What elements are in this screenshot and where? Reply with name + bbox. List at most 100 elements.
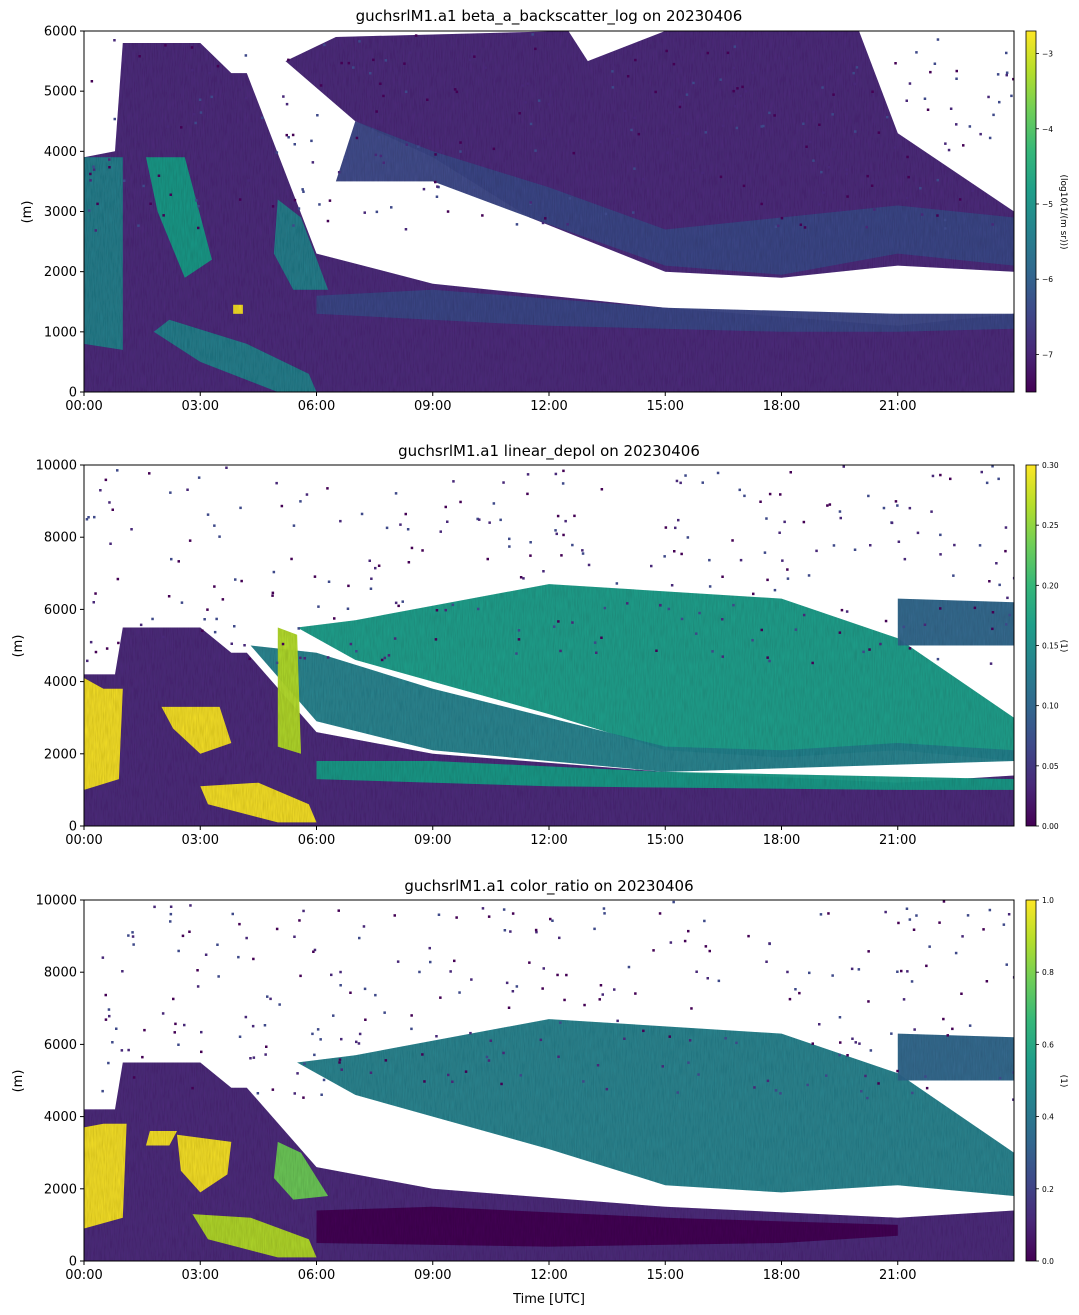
heatmap-cell (690, 1007, 693, 1010)
heatmap-cell (939, 473, 942, 477)
heatmap-cell (998, 100, 1001, 104)
heatmap-cell (180, 601, 184, 604)
heatmap-cell (850, 967, 854, 971)
heatmap-cell (894, 62, 897, 65)
heatmap-cell (605, 1087, 609, 1091)
heatmap-cell (86, 659, 89, 663)
heatmap-cell (549, 94, 552, 97)
heatmap-cell (773, 588, 777, 592)
heatmap-cell (508, 545, 511, 548)
heatmap-cell (611, 86, 615, 89)
heatmap-cell (930, 510, 933, 513)
heatmap-cell (890, 521, 894, 525)
heatmap-cell (860, 1090, 863, 1093)
heatmap-cell (678, 105, 682, 109)
heatmap-cell (132, 1076, 136, 1079)
heatmap-cell (434, 153, 437, 156)
heatmap-region (316, 1206, 898, 1247)
heatmap-cell (127, 1048, 130, 1052)
heatmap-cell (354, 38, 358, 41)
heatmap-cell (470, 978, 473, 981)
heatmap-cell (811, 1042, 814, 1045)
heatmap-cell (741, 85, 744, 89)
heatmap-cell (169, 912, 173, 916)
heatmap-cell (271, 205, 275, 208)
heatmap-cell (717, 979, 721, 983)
heatmap-cell (1005, 51, 1008, 55)
heatmap-region (153, 319, 317, 392)
heatmap-cell (94, 229, 97, 232)
heatmap-cell (554, 529, 557, 532)
heatmap-cell (1005, 73, 1008, 77)
heatmap-cell (808, 971, 811, 975)
heatmap-cell (287, 136, 290, 139)
heatmap-cell (539, 1038, 543, 1042)
heatmap-cell (225, 466, 228, 469)
heatmap-cell (238, 1035, 242, 1038)
heatmap-cell (1005, 71, 1009, 74)
heatmap-cell (537, 99, 541, 102)
heatmap-cell (991, 223, 994, 226)
heatmap-cell (313, 948, 317, 952)
heatmap-cell (931, 474, 935, 478)
heatmap-cell (393, 914, 396, 917)
heatmap-cell (896, 970, 899, 973)
heatmap-cell (811, 661, 814, 665)
heatmap-cell (925, 1086, 929, 1090)
heatmap-cell (93, 515, 96, 519)
heatmap-cell (326, 487, 329, 490)
heatmap-cell (477, 607, 480, 611)
heatmap-cell (992, 113, 995, 117)
heatmap-cell (560, 554, 563, 557)
heatmap-cell (217, 975, 220, 978)
heatmap-cell (230, 642, 233, 645)
heatmap-cell (896, 1069, 899, 1073)
colorbar-tick-label: 0.6 (1042, 1040, 1054, 1049)
heatmap-region (161, 706, 232, 754)
y-tick-label: 6000 (44, 25, 77, 40)
x-tick-label: 15:00 (647, 399, 684, 414)
heatmap-cell (923, 97, 927, 100)
heatmap-cell (390, 206, 393, 209)
heatmap-cell (832, 544, 836, 547)
heatmap-cell (879, 642, 882, 646)
heatmap-cell (827, 912, 830, 915)
heatmap-cell (991, 465, 994, 468)
heatmap-cell (117, 641, 120, 645)
heatmap-region (273, 199, 329, 290)
x-tick-label: 12:00 (530, 1268, 567, 1283)
heatmap-cell (711, 650, 714, 653)
y-tick-label: 6000 (44, 603, 77, 618)
heatmap-cell (131, 935, 135, 938)
heatmap-cell (515, 652, 518, 655)
heatmap-cell (985, 481, 989, 485)
colorbar-gradient (1025, 899, 1037, 1262)
heatmap-cell (468, 58, 472, 61)
heatmap-cell (244, 1015, 248, 1019)
heatmap-cell (435, 195, 439, 198)
heatmap-cell (509, 930, 512, 933)
heatmap-cell (337, 171, 341, 174)
heatmap-cell (130, 528, 133, 531)
heatmap-cell (627, 965, 631, 969)
heatmap-cell (936, 214, 939, 217)
heatmap-region (316, 761, 1014, 790)
heatmap-cell (634, 992, 637, 995)
colorbar-tick-label: 0.30 (1042, 461, 1059, 470)
heatmap-cell (958, 198, 962, 201)
heatmap-cell (213, 630, 217, 634)
heatmap-cell (108, 166, 111, 169)
heatmap-cell (296, 1072, 299, 1075)
heatmap-region (316, 289, 1014, 332)
heatmap-cell (233, 625, 236, 628)
heatmap-cell (327, 580, 331, 583)
y-tick-label: 8000 (44, 966, 77, 981)
heatmap-cell (674, 526, 677, 530)
x-tick-label: 12:00 (530, 399, 567, 414)
heatmap-cell (374, 566, 377, 570)
heatmap-cell (947, 148, 951, 152)
heatmap-cell (534, 149, 537, 152)
heatmap-cell (808, 140, 812, 144)
heatmap-region (897, 598, 1014, 646)
heatmap-cell (434, 638, 438, 641)
